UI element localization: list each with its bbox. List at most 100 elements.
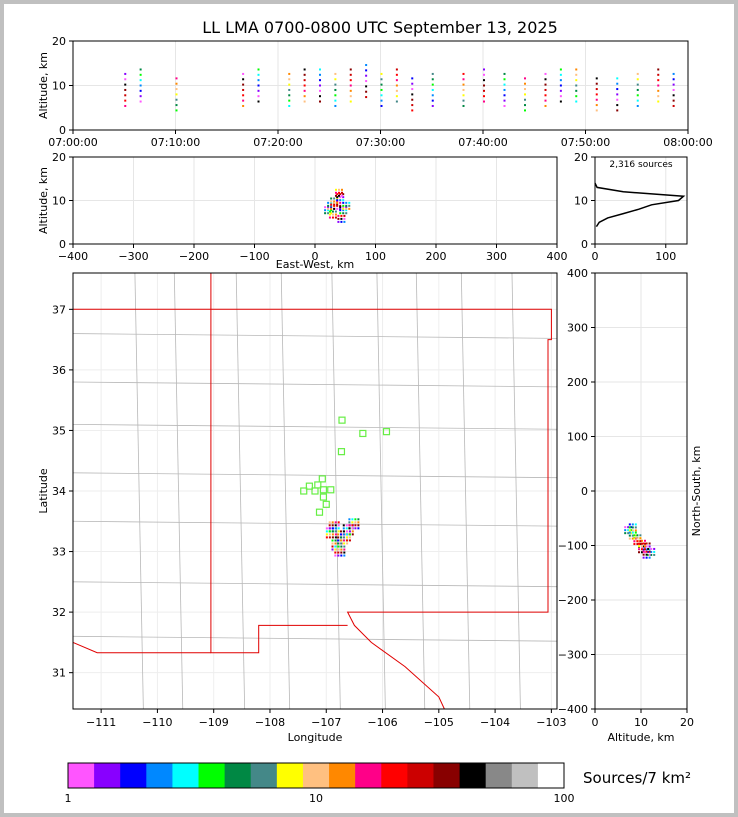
time-source-point <box>175 98 178 101</box>
ns-y-tick-label: 100 <box>567 431 588 444</box>
time-source-point <box>544 72 547 75</box>
map-x-tick-label: −105 <box>424 716 454 729</box>
map-county-line <box>173 272 184 710</box>
map-source-point <box>331 536 334 539</box>
hist-axes-frame <box>594 156 688 245</box>
time-source-point <box>139 84 142 87</box>
ew-source-point <box>324 206 327 209</box>
ew-altitude-panel: −400 −300 −200 −100 0 100 200 300 400 0 10 20Altitu… <box>37 151 568 271</box>
time-source-point <box>524 77 526 80</box>
ew-source-point <box>334 191 337 194</box>
map-source-point <box>348 524 351 527</box>
time-source-point <box>616 93 619 96</box>
ns-source-point <box>628 537 631 540</box>
time-source-point <box>124 88 127 91</box>
time-source-point <box>462 94 465 97</box>
map-county-line <box>376 272 386 710</box>
ew-source-point <box>328 213 331 216</box>
map-source-point <box>348 518 351 521</box>
time-source-point <box>672 88 675 91</box>
ns-source-point <box>630 529 633 532</box>
time-source-point <box>288 88 291 91</box>
time-source-point <box>124 83 127 86</box>
ew-source-point <box>324 209 327 212</box>
time-source-point <box>242 94 245 97</box>
ns-source-point <box>642 548 645 551</box>
map-source-point <box>348 536 351 539</box>
ns-source-point <box>627 526 630 529</box>
map-source-point <box>331 521 334 524</box>
map-source-point <box>325 533 328 536</box>
ew-source-point <box>339 212 342 215</box>
map-source-point <box>340 548 343 551</box>
time-source-point <box>524 88 526 91</box>
ns-source-point <box>642 553 645 556</box>
ew-source-point <box>331 216 334 219</box>
ew-source-point <box>328 216 331 219</box>
map-y-tick-label: 35 <box>52 424 66 437</box>
time-source-point <box>395 89 398 92</box>
time-source-point <box>395 73 398 76</box>
time-source-point <box>334 83 337 86</box>
time-source-point <box>575 89 578 92</box>
time-source-point <box>380 72 383 75</box>
ew-source-point <box>336 204 339 207</box>
map-source-point <box>340 551 343 554</box>
ew-source-point <box>337 188 340 191</box>
ns-source-point <box>645 556 648 559</box>
ew-source-point <box>348 204 351 207</box>
time-source-point <box>175 88 178 91</box>
time-source-point <box>319 68 321 71</box>
ew-source-point <box>334 194 337 197</box>
ns-source-point <box>634 523 637 526</box>
time-source-point <box>462 99 465 102</box>
map-county-line <box>72 635 558 642</box>
ns-y-tick-label: 0 <box>581 485 588 498</box>
ns-source-point <box>653 547 656 550</box>
ns-source-point <box>631 531 634 534</box>
time-source-point <box>431 78 434 81</box>
time-source-point <box>595 98 598 101</box>
map-source-point <box>343 551 346 554</box>
hist-y-tick-label: 0 <box>581 238 588 251</box>
ns-source-point <box>647 547 650 550</box>
ew-source-point <box>327 204 330 207</box>
ew-source-point <box>345 207 348 210</box>
ns-source-point <box>634 529 637 532</box>
time-source-point <box>380 104 383 107</box>
map-source-point <box>337 521 340 524</box>
ns-source-point <box>644 545 646 548</box>
map-source-point <box>337 548 340 551</box>
map-county-line <box>331 272 341 710</box>
ns-source-point <box>634 534 637 537</box>
map-x-tick-label: −111 <box>86 716 116 729</box>
time-source-point <box>672 78 675 81</box>
time-source-point <box>175 82 178 85</box>
ns-source-point <box>631 534 634 537</box>
map-y-tick-label: 33 <box>52 546 66 559</box>
colorbar-swatch <box>224 763 252 788</box>
ns-x-axis-label: Altitude, km <box>607 731 674 744</box>
time-source-point <box>288 94 291 97</box>
time-source-point <box>672 72 675 75</box>
map-y-tick-label: 31 <box>52 667 66 680</box>
map-source-point <box>339 533 342 536</box>
map-source-point <box>331 542 334 545</box>
time-source-point <box>242 104 245 107</box>
time-source-point <box>672 99 675 102</box>
ew-source-point <box>328 210 331 213</box>
ns-source-point <box>630 526 633 529</box>
map-source-point <box>331 539 334 542</box>
map-source-point <box>325 530 328 533</box>
ns-source-point <box>642 550 645 553</box>
time-source-point <box>616 77 619 80</box>
figure-canvas: LL LMA 0700-0800 UTC September 13, 2025 … <box>4 4 734 813</box>
ew-source-point <box>340 188 343 191</box>
time-source-point <box>431 99 434 102</box>
time-source-point <box>503 99 506 102</box>
time-source-point <box>242 78 245 81</box>
ew-source-point <box>340 194 343 197</box>
ew-source-point <box>330 201 333 204</box>
map-source-point <box>357 521 360 524</box>
time-source-point <box>365 96 368 99</box>
